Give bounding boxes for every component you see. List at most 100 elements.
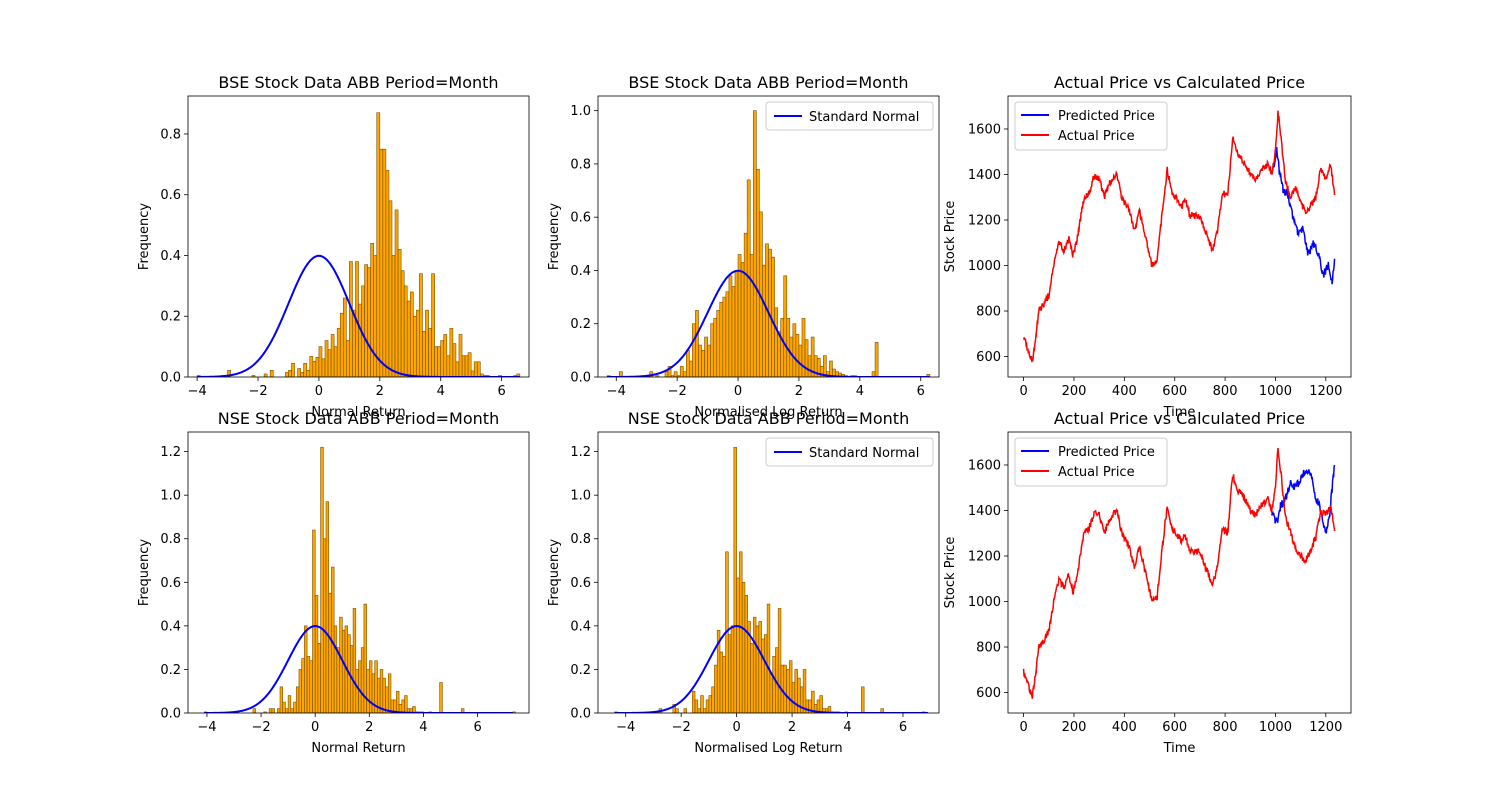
histogram-bar	[303, 363, 308, 377]
histogram-bar	[473, 361, 478, 377]
histogram-bar	[683, 708, 688, 713]
plot-area	[1022, 447, 1336, 699]
y-axis-label: Frequency	[547, 203, 562, 270]
histogram-bar	[318, 346, 323, 377]
legend: Standard Normal	[765, 101, 934, 131]
y-axis-label: Frequency	[547, 539, 562, 606]
histogram-bar	[807, 355, 812, 377]
histogram-bar	[682, 371, 687, 377]
histogram-bar	[772, 656, 776, 713]
y-tick-label: 1.0	[160, 489, 181, 504]
histogram-bar	[301, 658, 305, 713]
y-tick-label: 1000	[968, 595, 1001, 610]
histogram-bar	[298, 669, 302, 713]
subplot-2: −4 −2 0 2 4 6 0.0 0.2 0.4 0.6 0.8 1.0 BSE Stock Data…	[547, 73, 940, 420]
histogram-bar	[743, 232, 748, 377]
plot-area	[196, 112, 521, 377]
histogram-bar	[698, 344, 702, 377]
histogram-bar	[811, 690, 815, 713]
histogram-bar	[861, 686, 865, 713]
x-tick-label: 1000	[1259, 384, 1292, 399]
x-tick-label: 4	[856, 384, 864, 399]
histogram-bar	[458, 334, 463, 377]
histogram-bar	[802, 669, 807, 713]
histogram-bar	[675, 708, 679, 713]
histogram-bar	[360, 647, 365, 713]
x-tick-label: 2	[788, 720, 796, 735]
histogram-bar	[419, 273, 423, 377]
histogram-bar	[425, 309, 429, 377]
histogram-bar	[323, 538, 327, 713]
histogram-bar	[291, 363, 295, 377]
histogram-bar	[777, 331, 781, 377]
y-tick-label: 1.2	[160, 445, 181, 460]
axes-frame	[187, 431, 530, 714]
histogram-bar	[823, 355, 827, 377]
histogram-bar	[306, 370, 311, 377]
histogram-bar	[355, 669, 359, 713]
histogram-bar	[369, 660, 373, 713]
histogram-bar	[804, 339, 809, 377]
y-tick-label: 0.8	[570, 532, 591, 547]
subplot-4: −4 −2 0 2 4 6 0.0 0.2 0.4 0.6 0.8 1.0 1.2 NSE Stock D…	[137, 409, 530, 756]
histogram-bar	[358, 660, 362, 713]
histogram-bar	[439, 682, 443, 713]
histogram-bar	[791, 682, 796, 713]
histogram-bar	[766, 603, 771, 713]
histogram-bar	[288, 370, 292, 377]
x-tick-label: 1200	[1309, 384, 1342, 399]
histogram-bar	[716, 310, 721, 377]
histogram-bar	[339, 616, 343, 713]
x-tick-label: 200	[1062, 720, 1087, 735]
histogram-bar	[744, 595, 749, 713]
histogram-bar	[321, 358, 326, 377]
x-tick-label: 400	[1112, 720, 1137, 735]
chart-title: NSE Stock Data ABB Period=Month	[218, 409, 499, 428]
histogram-bar	[780, 318, 785, 377]
actual-price-line	[1022, 447, 1336, 699]
histogram-bar	[719, 302, 724, 377]
histogram-bar	[352, 309, 356, 377]
histogram-bar	[376, 112, 381, 377]
histogram-bar	[371, 673, 376, 713]
plot-area	[606, 110, 931, 377]
plot-area	[614, 446, 928, 713]
histogram-bar	[467, 352, 472, 377]
y-tick-label: 1200	[968, 550, 1001, 565]
histogram-bar	[795, 334, 800, 377]
histogram-bar	[733, 446, 737, 713]
histogram-bar	[752, 110, 757, 377]
histogram-bar	[409, 291, 414, 377]
histogram-bar	[461, 355, 466, 377]
histogram-bar	[352, 608, 357, 713]
histogram-bar	[263, 373, 268, 377]
histogram-bar	[788, 660, 793, 713]
y-tick-label: 1000	[968, 259, 1001, 274]
y-tick-label: 0.6	[570, 576, 591, 591]
x-tick-label: 800	[1213, 384, 1238, 399]
histogram-bar	[692, 323, 696, 377]
histogram-bar	[336, 328, 341, 377]
histogram-bar	[737, 254, 742, 377]
x-tick-label: −2	[672, 720, 691, 735]
y-tick-label: 0.0	[570, 371, 591, 386]
y-tick-label: 0.6	[570, 211, 591, 226]
legend-label: Actual Price	[1058, 465, 1135, 480]
histogram-bar	[739, 551, 743, 713]
predicted-price-line	[1270, 464, 1336, 534]
histogram-bar	[740, 262, 745, 377]
legend-label: Standard Normal	[809, 446, 919, 461]
histogram-bar	[333, 346, 338, 377]
histogram-bar	[333, 625, 338, 713]
axes-frame	[1007, 95, 1352, 378]
histogram-bar	[771, 256, 775, 377]
histogram-bar	[396, 690, 400, 713]
histogram-bar	[792, 323, 797, 377]
histogram-bar	[797, 677, 801, 713]
x-tick-label: 200	[1062, 384, 1087, 399]
standard-normal-curve	[197, 254, 520, 377]
histogram-bar	[710, 323, 714, 377]
histogram-bar	[758, 621, 762, 713]
histogram-bar	[685, 350, 690, 377]
histogram-bar	[413, 315, 417, 377]
